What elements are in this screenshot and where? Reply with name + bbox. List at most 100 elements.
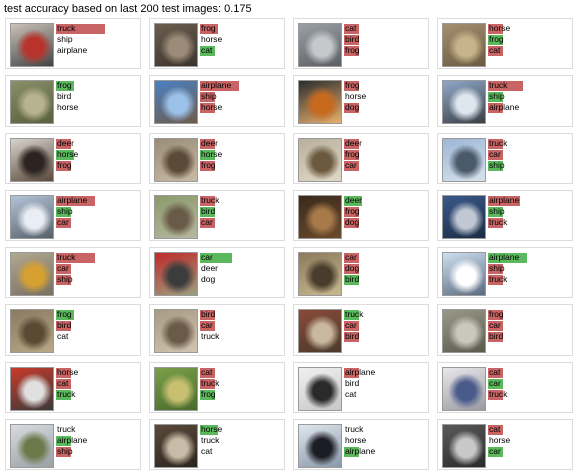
- prediction-row: frog: [56, 160, 136, 171]
- incorrect-score-bar: [488, 367, 503, 378]
- incorrect-score-bar: [488, 24, 503, 34]
- prediction-list: airplane ship truck: [488, 252, 568, 285]
- prediction-label: cat: [489, 45, 501, 55]
- prediction-label: truck: [57, 388, 76, 399]
- incorrect-score-bar: [488, 46, 503, 56]
- test-image-thumbnail: [10, 423, 54, 468]
- prediction-list: airplane bird cat: [344, 367, 424, 400]
- prediction-label: truck: [201, 331, 220, 342]
- incorrect-score-bar: [56, 264, 71, 274]
- prediction-row: cat: [56, 331, 136, 342]
- prediction-list: truck bird car: [200, 195, 280, 228]
- prediction-row: ship: [56, 34, 136, 45]
- incorrect-score-bar: [56, 160, 71, 171]
- prediction-list: airplane ship truck: [488, 195, 568, 228]
- test-image-thumbnail: [442, 366, 486, 411]
- prediction-row: car: [488, 149, 568, 160]
- incorrect-score-bar: [488, 275, 503, 285]
- incorrect-score-bar: [200, 81, 239, 92]
- correct-score-bar: [488, 446, 503, 457]
- prediction-card: frog bird cat: [5, 304, 141, 356]
- prediction-row: bird: [56, 320, 136, 332]
- prediction-label: car: [489, 445, 501, 456]
- prediction-label: car: [345, 320, 357, 331]
- incorrect-score-bar: [488, 424, 503, 435]
- correct-score-bar: [344, 310, 359, 321]
- prediction-card: truck car ship: [5, 247, 141, 299]
- prediction-label: truck: [489, 388, 508, 399]
- prediction-row: airplane: [56, 195, 136, 206]
- prediction-row: bird: [344, 34, 424, 45]
- prediction-row: dog: [344, 217, 424, 228]
- prediction-row: car: [200, 252, 280, 263]
- prediction-label: ship: [489, 263, 505, 273]
- incorrect-score-bar: [488, 321, 503, 332]
- prediction-card: frog horse cat: [149, 18, 285, 70]
- prediction-row: truck: [200, 195, 280, 206]
- prediction-label: frog: [57, 309, 72, 320]
- prediction-row: frog: [344, 206, 424, 217]
- correct-score-bar: [200, 46, 215, 56]
- prediction-list: truck horse airplane: [344, 424, 424, 457]
- incorrect-score-bar: [488, 138, 503, 149]
- prediction-label: ship: [489, 91, 505, 102]
- prediction-row: car: [200, 320, 280, 332]
- prediction-card: cat bird frog: [293, 18, 429, 70]
- prediction-row: horse: [488, 23, 568, 34]
- prediction-label: truck: [57, 23, 76, 33]
- test-image-thumbnail: [298, 309, 342, 354]
- prediction-row: deer: [200, 138, 280, 149]
- incorrect-score-bar: [488, 389, 503, 400]
- prediction-label: truck: [345, 309, 364, 320]
- prediction-label: car: [57, 216, 69, 227]
- test-image-thumbnail: [154, 366, 198, 411]
- prediction-card: truck airplane ship: [5, 418, 141, 470]
- prediction-list: truck ship airplane: [56, 23, 136, 56]
- prediction-list: airplane ship horse: [200, 80, 280, 114]
- prediction-label: frog: [201, 159, 216, 170]
- prediction-row: horse: [488, 435, 568, 446]
- prediction-row: horse: [56, 149, 136, 160]
- test-image-thumbnail: [10, 194, 54, 239]
- prediction-row: frog: [344, 45, 424, 56]
- prediction-card: deer horse frog: [149, 132, 285, 184]
- correct-score-bar: [200, 424, 218, 435]
- prediction-card: car deer dog: [149, 247, 285, 299]
- prediction-card: cat truck frog: [149, 361, 285, 413]
- prediction-card: cat car truck: [437, 361, 573, 413]
- test-image-thumbnail: [154, 80, 198, 125]
- prediction-label: horse: [57, 102, 79, 113]
- prediction-label: airplane: [489, 194, 520, 205]
- prediction-label: cat: [201, 445, 213, 456]
- prediction-card: bird car truck: [149, 304, 285, 356]
- incorrect-score-bar: [56, 253, 95, 263]
- prediction-label: cat: [345, 23, 357, 33]
- test-image-thumbnail: [442, 309, 486, 354]
- prediction-row: car: [344, 160, 424, 171]
- prediction-row: cat: [200, 45, 280, 56]
- prediction-card: car dog bird: [293, 247, 429, 299]
- incorrect-score-bar: [344, 81, 359, 92]
- prediction-row: truck: [200, 435, 280, 446]
- prediction-list: horse truck cat: [200, 424, 280, 457]
- prediction-row: cat: [488, 45, 568, 56]
- prediction-row: airplane: [344, 367, 424, 378]
- incorrect-score-bar: [344, 160, 359, 171]
- page-title: test accuracy based on last 200 test ima…: [4, 3, 252, 15]
- prediction-list: frog bird horse: [56, 80, 136, 113]
- correct-score-bar: [56, 435, 71, 446]
- test-image-thumbnail: [442, 23, 486, 67]
- prediction-label: truck: [489, 80, 508, 91]
- prediction-label: horse: [201, 148, 223, 159]
- prediction-label: airplane: [201, 80, 232, 91]
- prediction-list: car deer dog: [200, 252, 280, 285]
- prediction-label: car: [345, 159, 357, 170]
- correct-score-bar: [488, 206, 503, 217]
- prediction-row: ship: [488, 263, 568, 274]
- prediction-label: truck: [345, 423, 364, 434]
- prediction-list: cat truck frog: [200, 367, 280, 400]
- correct-score-bar: [56, 389, 71, 400]
- prediction-list: frog horse dog: [344, 80, 424, 114]
- prediction-list: deer frog car: [344, 138, 424, 171]
- prediction-row: dog: [200, 274, 280, 285]
